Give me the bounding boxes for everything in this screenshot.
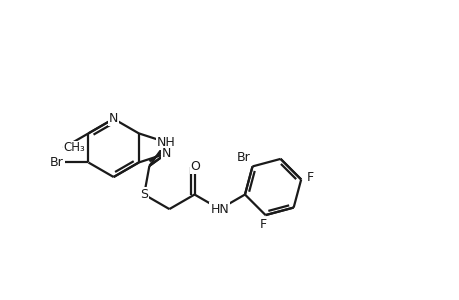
Text: S: S	[140, 188, 148, 201]
Text: F: F	[259, 218, 266, 231]
Text: NH: NH	[157, 136, 175, 149]
Text: Br: Br	[236, 151, 250, 164]
Text: N: N	[162, 147, 171, 160]
Text: CH₃: CH₃	[63, 141, 85, 154]
Text: HN: HN	[210, 202, 229, 216]
Text: O: O	[190, 160, 200, 173]
Text: Br: Br	[49, 156, 63, 169]
Text: N: N	[109, 112, 118, 125]
Text: F: F	[306, 170, 313, 184]
